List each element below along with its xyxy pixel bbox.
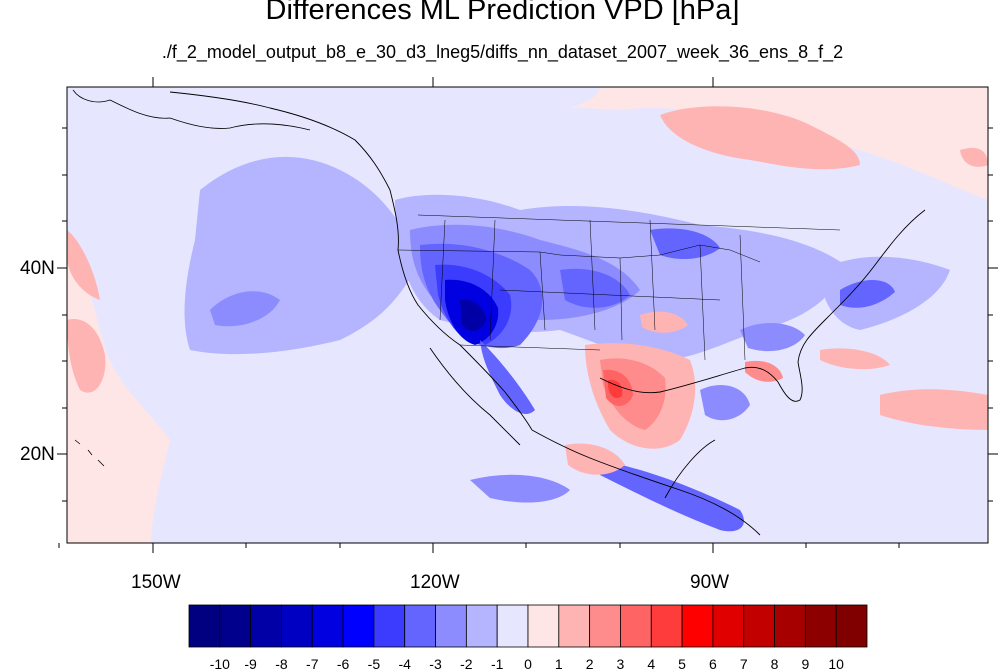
colorbar-label: 8 <box>770 656 779 672</box>
field-region-red-mexico <box>565 443 625 475</box>
colorbar-label: 9 <box>801 656 810 672</box>
colorbar-swatch <box>311 604 344 648</box>
field-region-blue-atlantic-inner <box>840 280 895 308</box>
colorbar-label: 1 <box>554 656 563 672</box>
colorbar-swatch <box>404 604 436 648</box>
colorbar-label: 3 <box>616 656 625 672</box>
map-ticks <box>57 77 998 553</box>
colorbar-swatch <box>589 604 621 648</box>
colorbar-swatch <box>373 604 406 648</box>
map-islands <box>72 89 311 467</box>
colorbar-swatch <box>804 604 837 648</box>
colorbar-label: -9 <box>244 656 257 672</box>
colorbar-swatch <box>435 604 467 648</box>
field-region-blue-baja <box>480 340 535 415</box>
colorbar-label: -6 <box>336 656 350 672</box>
colorbar-label: 0 <box>524 656 532 672</box>
colorbar-swatch <box>281 604 313 648</box>
field-region-blue-plains <box>560 268 630 308</box>
field-region-light-blue-2 <box>67 87 600 170</box>
field-region-red-atlantic2 <box>820 348 890 370</box>
map-title: Differences ML Prediction VPD [hPa] <box>265 0 740 26</box>
colorbar-swatch <box>465 604 498 648</box>
colorbar-label: 7 <box>739 656 748 672</box>
colorbar-swatch <box>774 604 806 648</box>
lon-label-90w: 90W <box>690 572 730 593</box>
field-region-blue-core-dark <box>460 299 486 332</box>
colorbar-swatch <box>188 604 221 648</box>
colorbar-swatch <box>712 604 745 648</box>
colorbar-swatch <box>650 604 683 648</box>
map-subtitle: ./f_2_model_output_b8_e_30_d3_lneg5/diff… <box>161 42 844 62</box>
field-region-blue-south-atl <box>740 323 805 352</box>
map-borders <box>397 214 841 361</box>
colorbar-label: -4 <box>398 656 411 672</box>
lon-label-150w: 150W <box>131 572 181 593</box>
colorbar-label: -8 <box>275 656 288 672</box>
lon-label-120w: 120W <box>410 572 460 593</box>
colorbar-swatch <box>250 604 282 648</box>
field-region-blue-pacific-inner <box>210 291 280 327</box>
field-region-red-alaska <box>660 106 860 170</box>
colorbar-label: 6 <box>709 656 717 672</box>
colorbar-swatch <box>342 604 375 648</box>
field-region-red-pacific-w2 <box>67 230 100 300</box>
field-region-red-pacific-w <box>67 319 106 393</box>
colorbar-swatch <box>681 604 714 648</box>
colorbar-swatch <box>743 604 775 648</box>
colorbar-label: 4 <box>647 656 656 672</box>
colorbar-swatch <box>835 604 868 648</box>
colorbar-swatch <box>558 604 591 648</box>
colorbar-label: -3 <box>429 656 442 672</box>
colorbar <box>188 604 868 648</box>
field-region-blue-gulf <box>700 385 750 421</box>
field-region-blue-midwest <box>650 228 720 260</box>
field-region-red-canada <box>960 147 988 167</box>
colorbar-label: 10 <box>828 656 844 672</box>
colorbar-swatch <box>620 604 652 648</box>
lat-label-40n: 40N <box>20 258 55 279</box>
colorbar-label: -2 <box>460 656 473 672</box>
colorbar-label: 2 <box>585 656 594 672</box>
colorbar-label: 5 <box>678 656 686 672</box>
colorbar-label: -10 <box>209 656 230 672</box>
colorbar-label: -7 <box>306 656 319 672</box>
colorbar-swatch <box>527 604 560 648</box>
map-field <box>67 87 988 543</box>
colorbar-label: -5 <box>367 656 381 672</box>
colorbar-label: -1 <box>490 656 504 672</box>
lat-label-20n: 20N <box>20 444 55 465</box>
colorbar-swatch <box>496 604 529 648</box>
field-region-red-nm <box>640 311 688 333</box>
field-region-red-texas-dark <box>608 379 623 399</box>
colorbar-swatch <box>219 604 252 648</box>
field-region-blue-caribbean <box>470 474 570 503</box>
map-coastlines <box>169 91 926 536</box>
field-region-red-atlantic <box>880 389 988 430</box>
field-region-blue-mexico-coast <box>600 460 744 532</box>
